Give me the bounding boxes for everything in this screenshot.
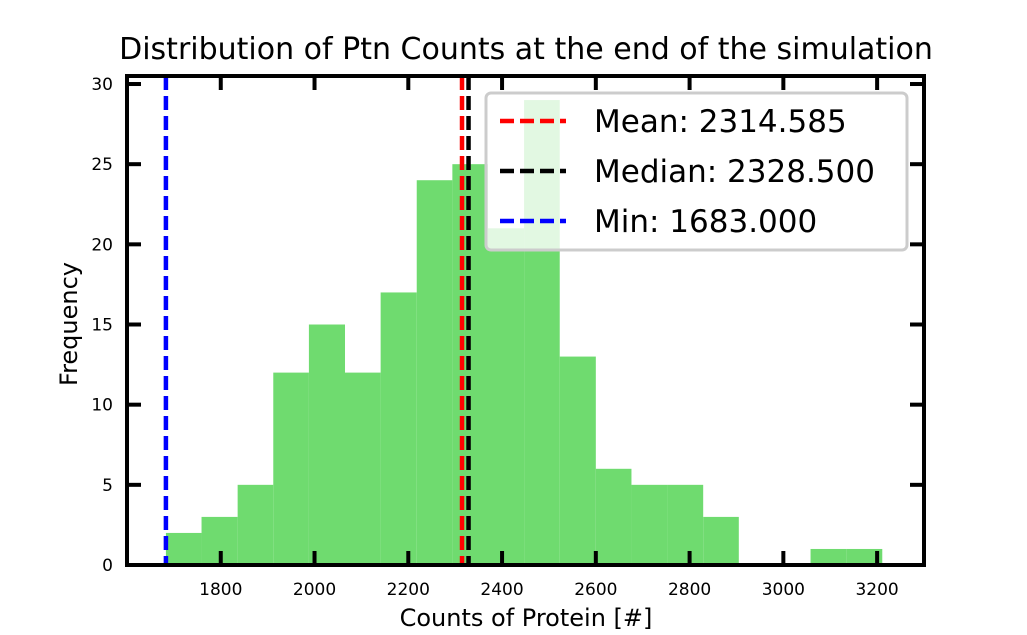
histogram-bar (487, 228, 525, 566)
x-tick-label: 2400 (480, 580, 523, 600)
y-tick-label: 15 (91, 316, 113, 336)
histogram-bar (308, 324, 346, 565)
histogram-bar (559, 356, 596, 565)
histogram-bar (846, 548, 883, 565)
reference-lines (163, 76, 471, 565)
y-tick-label: 20 (91, 235, 113, 255)
x-tick-label: 2800 (668, 580, 711, 600)
histogram-bar (380, 292, 417, 565)
x-axis-label: Counts of Protein [#] (400, 604, 653, 632)
histogram-bar (345, 372, 381, 565)
legend-label-min: Min: 1683.000 (594, 204, 817, 240)
x-tick-label: 3200 (855, 580, 898, 600)
y-tick-label: 30 (91, 75, 113, 95)
x-tick-label: 2000 (293, 580, 336, 600)
legend-label-mean: Mean: 2314.585 (594, 104, 847, 140)
axis-ticks: 1800 2000 2200 2400 2600 2800 3000 3200 0 5 10 15 20… (91, 75, 924, 600)
y-tick-label: 0 (102, 556, 113, 576)
histogram-bar (631, 484, 668, 565)
histogram-bar (237, 484, 274, 565)
x-tick-label: 2200 (387, 580, 430, 600)
y-axis-label: Frequency (55, 262, 83, 386)
histogram-bar (810, 548, 847, 565)
plot-frame (125, 74, 926, 567)
histogram-bar (165, 532, 202, 565)
histogram-bar (416, 180, 453, 565)
chart-title: Distribution of Ptn Counts at the end of… (119, 32, 933, 67)
histogram-bars (165, 100, 883, 566)
x-tick-label: 2600 (574, 580, 617, 600)
y-tick-label: 25 (91, 155, 113, 175)
histogram-bar (595, 468, 632, 565)
x-tick-label: 1800 (199, 580, 242, 600)
y-tick-label: 5 (102, 476, 113, 496)
histogram-bar (703, 516, 739, 565)
y-tick-label: 10 (91, 396, 113, 416)
x-tick-label: 3000 (762, 580, 805, 600)
legend-label-median: Median: 2328.500 (594, 154, 875, 190)
legend-box (484, 91, 909, 252)
legend: Mean: 2314.585 Median: 2328.500 Min: 1683.… (484, 91, 909, 252)
histogram-bar (273, 372, 309, 565)
histogram-bar (667, 484, 704, 565)
